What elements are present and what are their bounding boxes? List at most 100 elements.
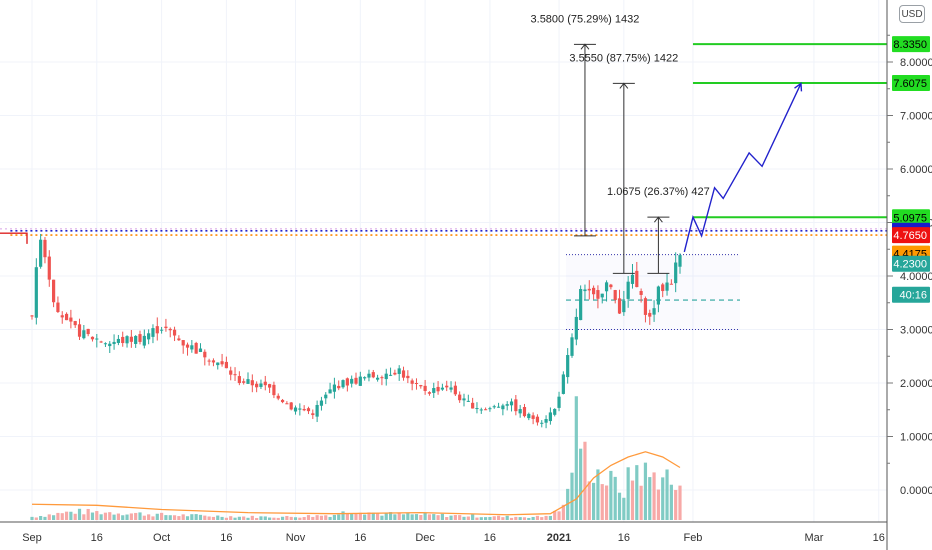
candle-body <box>540 422 544 424</box>
volume-bar <box>540 517 544 520</box>
volume-bar <box>376 513 380 520</box>
price-badge <box>892 227 930 244</box>
volume-bar <box>30 516 34 520</box>
candle-body <box>557 396 561 408</box>
candle-body <box>190 345 194 350</box>
volume-bar <box>380 515 384 520</box>
price-badge <box>892 286 930 303</box>
volume-bar <box>505 515 509 520</box>
volume-bar <box>43 516 47 520</box>
volume-bar <box>103 512 108 520</box>
candle-body <box>432 388 436 393</box>
candle-body <box>566 355 570 378</box>
price-badges: 8.33507.60755.09754.84504.76504.41754.23… <box>892 36 930 303</box>
candle-body <box>419 385 423 387</box>
candle-body <box>103 343 108 345</box>
volume-bar <box>263 516 267 520</box>
candle-body <box>332 384 336 392</box>
x-tick-label: 2021 <box>547 532 571 544</box>
candle-body <box>427 392 432 394</box>
price-badge <box>892 74 930 91</box>
projection-path[interactable] <box>683 82 803 253</box>
candle-body <box>656 286 660 305</box>
x-tick-label: Feb <box>683 532 702 544</box>
x-tick-label: 16 <box>873 532 885 544</box>
volume-bar <box>328 516 332 520</box>
volume-bar <box>52 515 56 520</box>
candle-body <box>224 361 228 369</box>
candle-body <box>522 407 527 417</box>
volume-bar <box>501 517 505 520</box>
x-tick-label: Dec <box>415 532 435 544</box>
candle-body <box>345 378 349 386</box>
candle-body <box>492 406 496 408</box>
volume-bar <box>665 469 669 520</box>
volume-bar <box>419 515 423 520</box>
candle-body <box>86 328 90 335</box>
candle-body <box>302 408 306 411</box>
volume-bar <box>82 514 86 520</box>
candle-body <box>207 360 211 362</box>
volume-bar <box>47 514 51 520</box>
price-badge <box>892 255 930 272</box>
price-badge-label: 4.2300 <box>893 259 927 271</box>
x-tick-label: 16 <box>618 532 630 544</box>
candle-body <box>138 334 142 342</box>
volume-bar <box>138 512 142 520</box>
volume-bar <box>600 484 604 520</box>
candle-body <box>466 400 470 402</box>
currency-button[interactable]: USD <box>899 5 925 23</box>
candle-body <box>423 385 427 391</box>
candle-body <box>471 402 475 409</box>
candle-body <box>95 338 99 340</box>
x-tick-label: Sep <box>22 532 42 544</box>
candle-body <box>47 256 51 280</box>
volume-bar <box>293 517 298 520</box>
candle-body <box>527 413 531 419</box>
candle-body <box>548 412 552 422</box>
horizontal-levels[interactable] <box>0 43 887 330</box>
candle-body <box>289 402 293 410</box>
measure-arrow <box>654 216 663 223</box>
volume-bar <box>194 514 198 520</box>
volume-bar <box>410 514 414 520</box>
volume-bar <box>570 472 574 520</box>
volume-bar <box>242 516 246 520</box>
volume-bar <box>423 512 427 520</box>
volume-bar <box>544 515 548 520</box>
candle-body <box>384 373 388 380</box>
volume-bar <box>121 515 125 520</box>
candle-body <box>661 284 665 292</box>
volume-bar <box>674 489 678 520</box>
volume-bar <box>496 515 501 520</box>
volume-bar <box>168 515 172 520</box>
candle-body <box>648 312 652 317</box>
volume-bar <box>350 513 354 520</box>
x-tick-label: 16 <box>484 532 496 544</box>
volume-bar <box>488 516 492 520</box>
candle-body <box>410 380 414 384</box>
candle-body <box>354 377 358 384</box>
volume-bar <box>250 515 254 520</box>
candle-body <box>609 284 613 288</box>
candle-body <box>622 300 626 313</box>
candle-body <box>587 288 591 291</box>
candle-body <box>177 338 181 341</box>
measurements[interactable]: 3.5800 (75.29%) 1432 3.5550 (87.75%) 1422… <box>531 13 710 274</box>
volume-bar <box>229 516 233 520</box>
volume-bar <box>440 513 444 520</box>
volume-bar <box>445 517 449 520</box>
candle-body <box>129 336 133 342</box>
volume-bar <box>142 515 146 520</box>
volume-bar <box>484 517 488 520</box>
measure-label: 3.5800 (75.29%) 1432 <box>531 13 640 25</box>
volume-bar <box>77 508 82 520</box>
x-tick-label: 16 <box>354 532 366 544</box>
volume-bar <box>678 485 682 520</box>
volume-ma-line <box>31 451 681 516</box>
y-tick-label: 3.0000 <box>900 325 932 337</box>
candle-body <box>280 399 285 403</box>
candle-body <box>112 341 116 345</box>
candle-body <box>514 399 518 412</box>
